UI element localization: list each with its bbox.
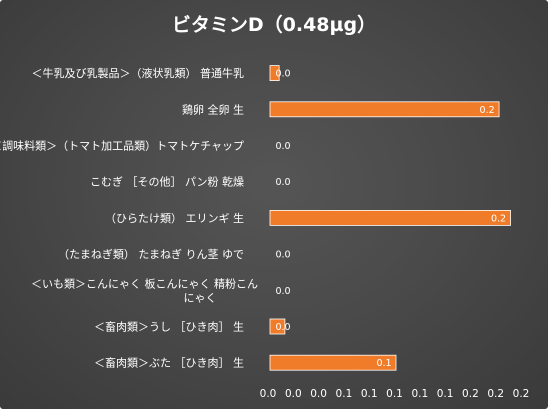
x-tick-label: 0.0 [310,388,327,400]
bar [269,65,280,81]
data-label: 0.0 [275,141,290,152]
data-label: 0.0 [275,286,290,297]
category-label: こむぎ ［その他］ パン粉 乾燥 [90,175,244,189]
x-tick-label: 0.1 [386,388,403,400]
category-label-line: ＜いも類＞こんにゃく 板こんにゃく 精粉こん [31,276,258,290]
chart-title: ビタミンD（0.48µg） [172,13,376,36]
bar [269,318,286,335]
data-label: 0.0 [275,69,290,80]
x-tick-label: 0.1 [437,388,454,400]
x-tick-label: 0.1 [411,388,428,400]
category-label: ＜畜肉類＞ぶた ［ひき肉］ 生 [94,356,244,370]
data-label: 0.0 [275,177,290,188]
data-label: 0.2 [491,213,506,224]
bar [269,101,500,118]
x-tick-label: 0.1 [361,388,378,400]
data-label: 0.0 [275,322,290,333]
x-tick-label: 0.0 [260,388,277,400]
category-label: （たまねぎ類） たまねぎ りん茎 ゆで [58,247,244,261]
bar [269,354,397,371]
category-label: ＜畜肉類＞うし ［ひき肉］ 生 [94,320,244,334]
x-tick-label: 0.1 [336,388,353,400]
data-label: 0.0 [275,250,290,261]
category-label: ＜調味料類＞（トマト加工品類）トマトケチャップ [0,139,244,153]
bars: 0.0 0.2 0.0 0.0 0.2 0.0 0.0 0.0 0.1 [269,65,511,371]
category-label-line: にゃく [184,291,217,304]
category-label: ＜牛乳及び乳製品＞（液状乳類） 普通牛乳 [32,66,245,80]
x-tick-label: 0.2 [462,388,479,400]
x-tick-label: 0.0 [285,388,302,400]
category-label: ＜いも類＞こんにゃく 板こんにゃく 精粉こんにゃく [31,276,258,304]
x-tick-label: 0.2 [513,388,530,400]
x-tick-label: 0.2 [487,388,504,400]
data-label: 0.2 [480,105,495,116]
category-label: 鶏卵 全卵 生 [182,102,244,116]
category-label: （ひらたけ類） エリンギ 生 [105,211,244,225]
data-label: 0.1 [376,358,391,369]
bar [269,209,511,226]
x-axis-ticks: 0.0 0.0 0.0 0.1 0.1 0.1 0.1 0.1 0.2 0.2 0.2 [260,388,530,400]
